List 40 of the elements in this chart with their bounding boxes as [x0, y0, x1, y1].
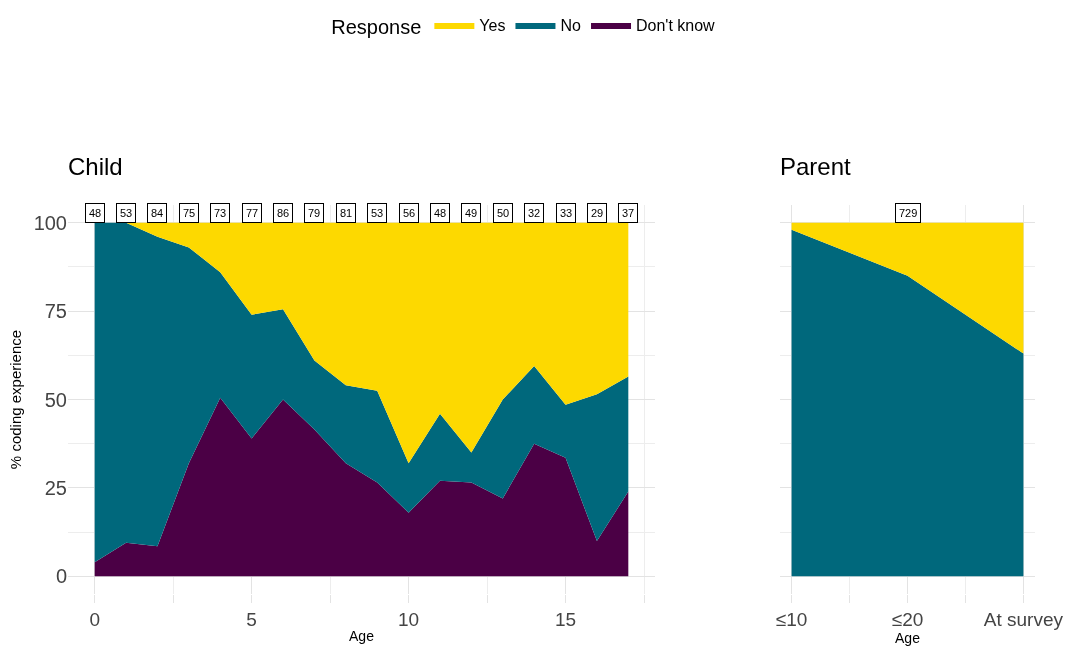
legend-title: Response [331, 16, 422, 38]
annotation: 48 [434, 207, 447, 219]
annotation: 33 [560, 207, 573, 219]
annotation: 48 [89, 207, 102, 219]
y-tick-label: 0 [55, 565, 67, 588]
x-tick-label: At survey [983, 608, 1064, 630]
x-axis-title: Age [349, 628, 375, 645]
annotation: 37 [622, 207, 635, 219]
x-tick-label: 10 [398, 608, 420, 630]
y-tick-label: 25 [44, 476, 67, 499]
x-tick-label: 15 [554, 608, 577, 630]
legend-label: Yes [479, 17, 506, 35]
annotation: 729 [899, 207, 918, 219]
x-axis-title: Age [895, 629, 921, 646]
chart-title: Child [68, 153, 123, 181]
annotation: 86 [277, 207, 290, 219]
annotation: 77 [246, 207, 259, 219]
chart-title: Parent [780, 153, 852, 181]
x-tick-label: 0 [89, 608, 100, 630]
annotation: 84 [151, 207, 164, 219]
annotation: 49 [465, 207, 478, 219]
y-tick-label: 50 [44, 388, 67, 411]
annotation: 79 [308, 207, 321, 219]
annotation: 56 [403, 207, 416, 219]
x-tick-label: ≤20 [891, 608, 924, 630]
annotation: 32 [528, 207, 541, 219]
x-tick-label: 5 [246, 608, 257, 630]
annotation: 73 [214, 207, 227, 219]
annotation: 53 [371, 207, 384, 219]
y-axis-title: % coding experience [6, 329, 24, 470]
y-tick-label: 75 [44, 300, 67, 323]
legend-label: No [560, 17, 582, 35]
legend-label: Don't know [636, 17, 716, 35]
annotation: 75 [183, 207, 196, 219]
y-tick-label: 100 [33, 211, 67, 234]
annotation: 81 [340, 207, 353, 219]
x-tick-label: ≤10 [775, 608, 808, 630]
annotation: 53 [120, 207, 133, 219]
annotation: 50 [497, 207, 510, 219]
annotation: 29 [591, 207, 604, 219]
